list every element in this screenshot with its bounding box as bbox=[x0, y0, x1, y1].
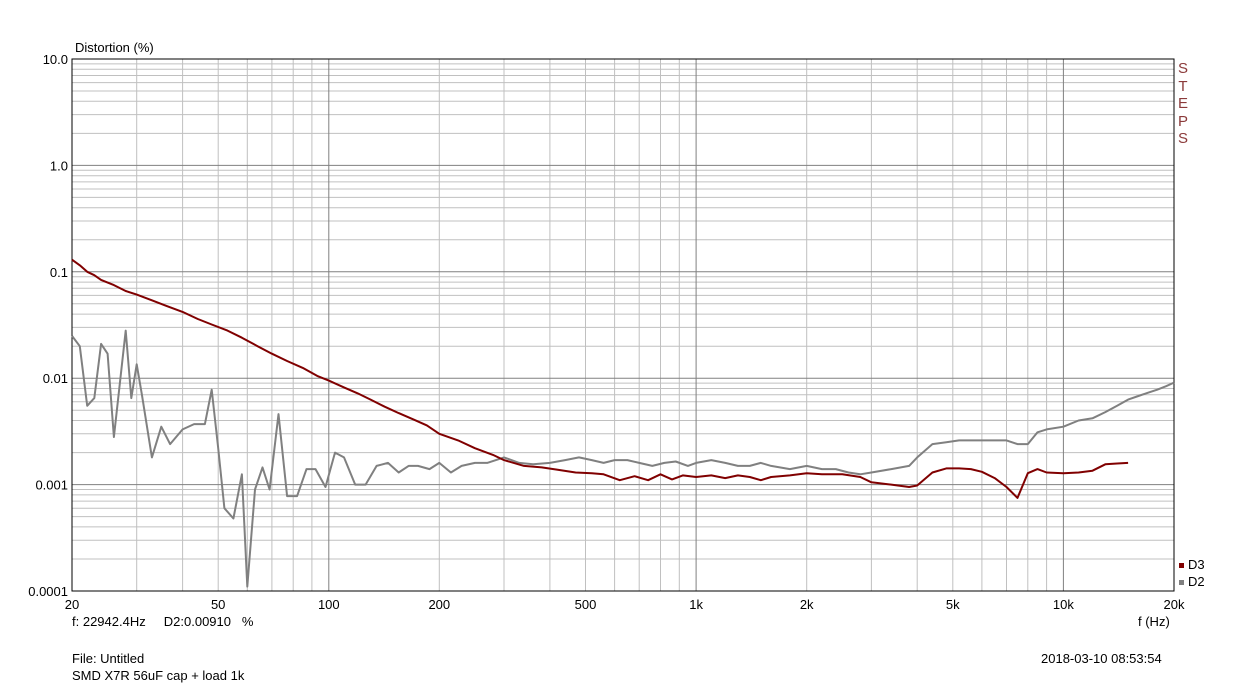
x-tick-label: 2k bbox=[800, 597, 814, 612]
legend-item-d2: D2 bbox=[1179, 574, 1205, 589]
y-tick-label: 0.001 bbox=[35, 478, 68, 493]
cursor-readout: f: 22942.4Hz D2:0.00910 % bbox=[72, 614, 254, 629]
y-axis-label: Distortion (%) bbox=[75, 40, 154, 55]
steps-letter: S bbox=[1177, 60, 1188, 77]
x-tick-label: 20 bbox=[65, 597, 79, 612]
major-gridlines bbox=[72, 58, 1174, 592]
plot-frame bbox=[71, 58, 1175, 592]
y-tick-label: 0.01 bbox=[43, 371, 68, 386]
legend-swatch-d2 bbox=[1179, 580, 1184, 585]
steps-letter: S bbox=[1177, 130, 1188, 147]
legend-label-d2: D2 bbox=[1188, 574, 1205, 589]
x-tick-label: 200 bbox=[428, 597, 450, 612]
x-tick-label: 100 bbox=[318, 597, 340, 612]
steps-letter: T bbox=[1178, 77, 1188, 95]
x-tick-label: 5k bbox=[946, 597, 960, 612]
x-tick-label: 10k bbox=[1053, 597, 1074, 612]
y-tick-label: 10.0 bbox=[43, 52, 68, 67]
minor-gridlines bbox=[71, 59, 1175, 591]
y-tick-label: 1.0 bbox=[50, 158, 68, 173]
legend-item-d3: D3 bbox=[1179, 557, 1205, 572]
x-tick-label: 50 bbox=[211, 597, 225, 612]
description-label: SMD X7R 56uF cap + load 1k bbox=[72, 668, 245, 683]
legend-swatch-d3 bbox=[1179, 563, 1184, 568]
y-tick-labels: 10.0 1.0 0.1 0.01 0.001 0.0001 bbox=[28, 52, 68, 599]
series-layer bbox=[71, 258, 1175, 588]
timestamp-label: 2018-03-10 08:53:54 bbox=[1041, 651, 1162, 666]
y-tick-label: 0.0001 bbox=[28, 584, 68, 599]
legend-label-d3: D3 bbox=[1188, 557, 1205, 572]
x-tick-label: 20k bbox=[1164, 597, 1185, 612]
y-tick-label: 0.1 bbox=[50, 265, 68, 280]
x-axis-label: f (Hz) bbox=[1138, 614, 1170, 629]
steps-letter: P bbox=[1177, 112, 1188, 130]
x-tick-labels: 20 50 100 200 500 1k 2k 5k 10k 20k bbox=[65, 597, 1185, 612]
steps-letter: E bbox=[1177, 95, 1188, 112]
file-label: File: Untitled bbox=[72, 651, 145, 666]
series-line-d3 bbox=[71, 258, 1129, 499]
x-tick-label: 500 bbox=[575, 597, 597, 612]
x-tick-label: 1k bbox=[689, 597, 703, 612]
series-line-d2 bbox=[71, 329, 1175, 588]
